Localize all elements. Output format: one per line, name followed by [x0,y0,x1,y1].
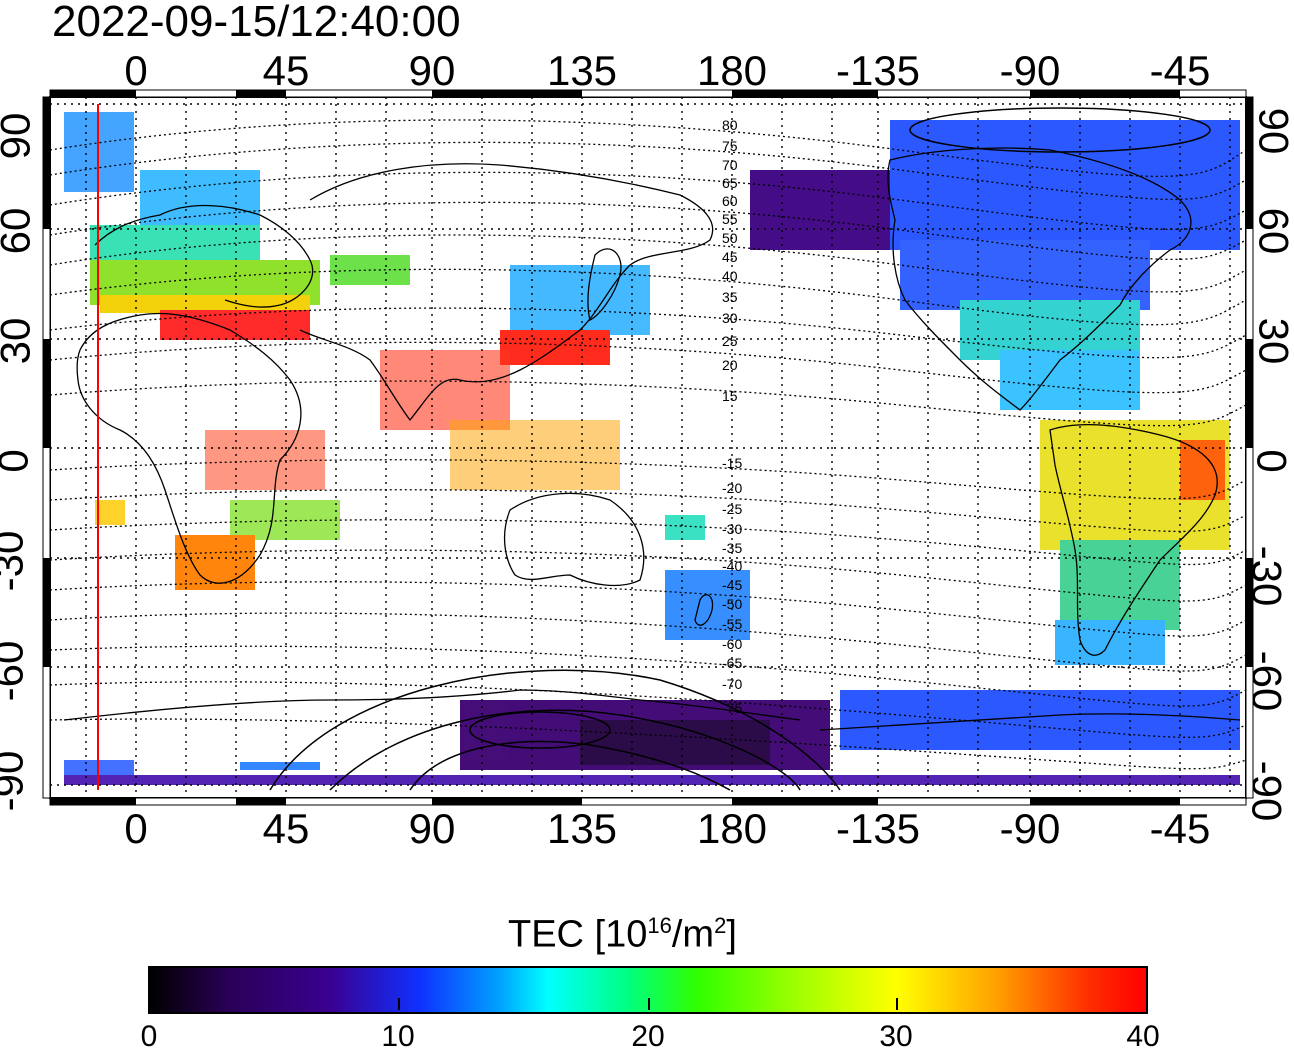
contour-label: 50 [722,230,738,246]
colorbar-title-prefix: TEC [10 [508,913,648,956]
top-lon-tick: 0 [124,47,148,94]
bottom-lon-tick: -90 [999,805,1061,852]
contour-labels: 80 75 70 65 60 55 50 45 40 35 30 25 20 1… [722,117,742,716]
contour-label: 45 [722,249,738,265]
contour-label: 25 [722,333,738,349]
contour-label: -35 [722,540,742,556]
contour-label: 80 [722,117,738,133]
colorbar-title: TEC [1016/m2] [508,906,737,955]
bottom-lon-tick: 180 [696,805,768,852]
contour-label: 30 [722,310,738,326]
contour-label: 40 [722,268,738,284]
bottom-lon-tick: 90 [408,805,456,852]
top-lon-tick: 135 [546,47,618,94]
colorbar-title-suffix: ] [726,913,737,956]
bottom-lon-tick: 135 [546,805,618,852]
contour-label: -30 [722,521,742,537]
contour-label: 75 [722,138,738,154]
contour-label: 70 [722,157,738,173]
colorbar-tick-label: 0 [140,1020,158,1053]
contour-label: 15 [722,388,738,404]
bottom-lon-tick: -135 [835,805,921,852]
contour-label: -20 [722,480,742,496]
contour-label: 60 [722,193,738,209]
contour-label: -25 [722,501,742,517]
colorbar-tick-label: 30 [879,1020,913,1053]
contour-label: -45 [722,577,742,593]
top-lon-tick: 90 [408,47,456,94]
contour-label: -15 [722,455,742,471]
contour-label: 65 [722,175,738,191]
map-timestamp: 2022-09-15/12:40:00 [52,0,461,46]
colorbar-tick [398,998,400,1010]
colorbar-title-unit-exponent: 2 [714,913,727,938]
colorbar-title-exponent: 16 [647,913,672,938]
contour-label: -55 [722,616,742,632]
contour-label: 35 [722,289,738,305]
colorbar-title-unit: /m [671,913,715,956]
colorbar-tick [648,998,650,1010]
axis-ticks [42,89,1254,806]
colorbar-tick [896,998,898,1010]
colorbar-tick-label: 10 [381,1020,415,1053]
top-lon-tick: -45 [1149,47,1211,94]
colorbar-tick-label: 20 [631,1020,665,1053]
colorbar-tick-label: 40 [1126,1020,1160,1053]
contour-label: -75 [722,700,742,716]
top-lon-tick: 45 [262,47,310,94]
contour-label: -70 [722,676,742,692]
graticule [50,97,1246,798]
contour-label: -50 [722,596,742,612]
bottom-lon-tick: -45 [1149,805,1211,852]
contour-label: 20 [722,357,738,373]
bottom-lon-tick: 45 [262,805,310,852]
top-lon-tick: -135 [835,47,921,94]
coastlines [63,147,1241,731]
top-lon-tick: -90 [999,47,1061,94]
top-lon-tick: 180 [696,47,768,94]
contour-label: -40 [722,558,742,574]
bottom-lon-tick: 0 [124,805,148,852]
contour-label: 55 [722,211,738,227]
contour-label: -60 [722,636,742,652]
contour-label: -65 [722,655,742,671]
magnetic-contours [50,119,1246,770]
tec-patches [64,112,1240,785]
